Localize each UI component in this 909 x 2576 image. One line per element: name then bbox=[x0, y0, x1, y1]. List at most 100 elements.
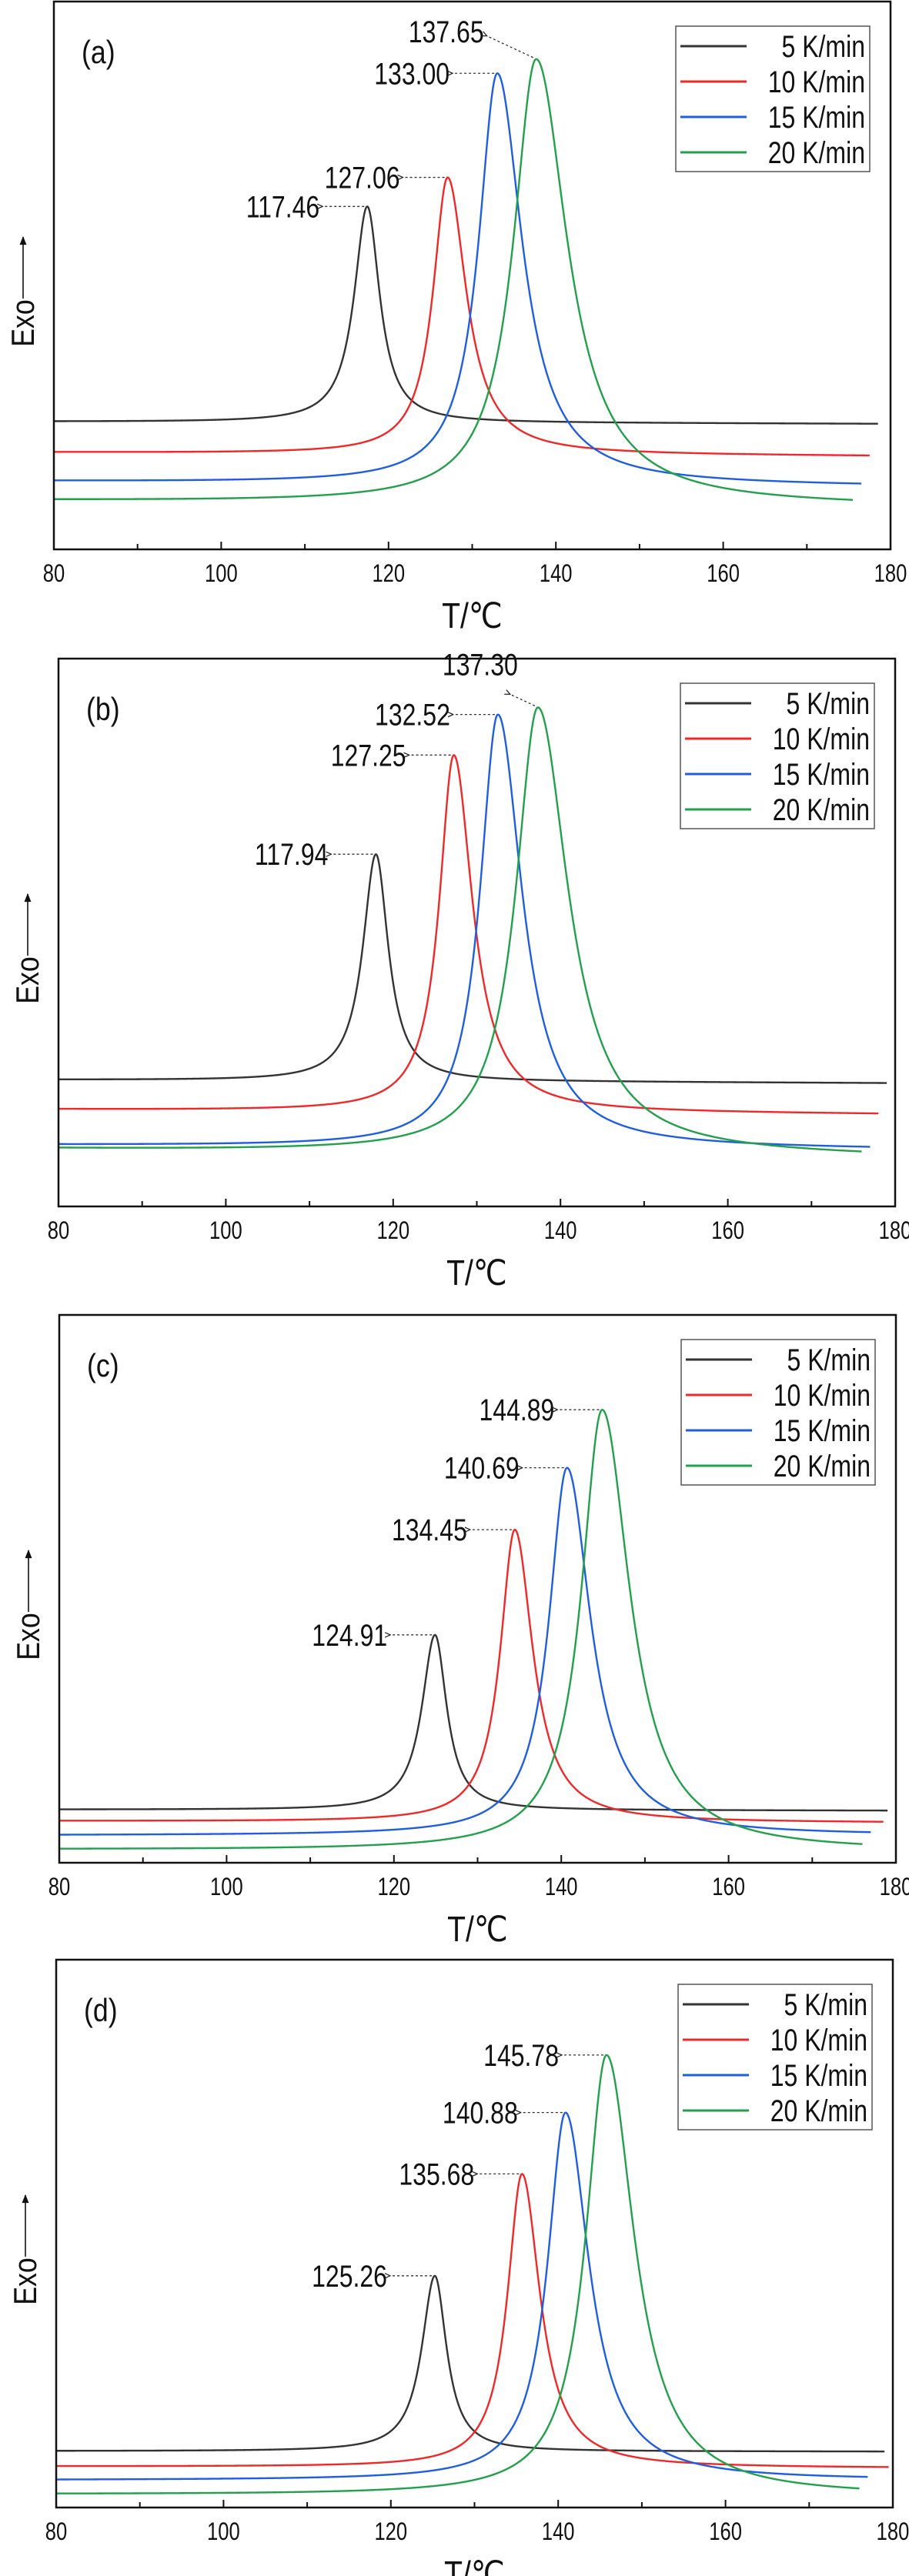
peak-label-wrap: 127.25 bbox=[331, 738, 406, 772]
y-axis-title: Exo bbox=[11, 1613, 46, 1660]
x-tick-label: 120 bbox=[377, 1874, 410, 1900]
legend-entry: 20 K/min bbox=[768, 135, 865, 170]
peak-label-wrap: 137.65 bbox=[409, 14, 484, 48]
peak-label: 127.25 bbox=[331, 738, 406, 772]
x-tick-label-wrap: 140 bbox=[544, 1217, 577, 1244]
peak-label: 117.46 bbox=[246, 189, 319, 224]
legend-entry-wrap: 5 K/min bbox=[787, 686, 870, 721]
peak-label-wrap: 144.89 bbox=[479, 1393, 554, 1427]
x-tick-label: 140 bbox=[540, 560, 573, 587]
x-tick-label-wrap: 180 bbox=[874, 560, 907, 587]
panel-label-wrap: (a) bbox=[82, 35, 115, 70]
x-tick-label: 160 bbox=[711, 1217, 744, 1244]
panel-d: 125.26 135.68 140.88 145.78 80 100 120 140 160 18… bbox=[8, 1958, 909, 2576]
legend-entry-wrap: 10 K/min bbox=[770, 2023, 867, 2057]
x-tick-label: 80 bbox=[45, 2518, 67, 2545]
x-tick-label-wrap: 160 bbox=[707, 560, 740, 587]
legend-entry: 15 K/min bbox=[773, 757, 870, 792]
x-tick-label: 160 bbox=[712, 1874, 745, 1900]
legend-entry-wrap: 5 K/min bbox=[782, 29, 865, 64]
x-tick-label: 180 bbox=[874, 560, 907, 587]
legend-entry: 15 K/min bbox=[768, 100, 865, 135]
curve-20-K-min bbox=[53, 58, 854, 501]
legend-entry: 20 K/min bbox=[774, 1449, 871, 1483]
legend-entry-wrap: 20 K/min bbox=[768, 135, 865, 170]
legend-entry: 15 K/min bbox=[774, 1413, 871, 1448]
peak-label-wrap: 140.88 bbox=[443, 2095, 518, 2130]
curve-15-K-min bbox=[58, 713, 871, 1148]
legend-entry-wrap: 5 K/min bbox=[787, 1343, 871, 1377]
x-tick-label-wrap: 80 bbox=[43, 560, 65, 587]
x-tick-label-wrap: 180 bbox=[877, 2518, 909, 2545]
x-axis-title: T/℃ bbox=[442, 596, 503, 636]
peak-label-wrap: 133.00 bbox=[374, 56, 449, 91]
curve-10-K-min bbox=[53, 176, 870, 457]
x-tick-label-wrap: 120 bbox=[376, 1217, 409, 1244]
legend-entry-wrap: 5 K/min bbox=[784, 1987, 867, 2022]
x-tick-label-wrap: 140 bbox=[540, 560, 573, 587]
peak-label: 145.78 bbox=[483, 2037, 559, 2072]
peak-label: 124.91 bbox=[312, 1617, 387, 1652]
legend-entry: 10 K/min bbox=[773, 722, 870, 756]
x-tick-label: 100 bbox=[210, 1874, 243, 1900]
peak-label: 137.65 bbox=[409, 14, 484, 48]
legend-entry: 20 K/min bbox=[773, 792, 870, 827]
panel-label: (a) bbox=[82, 35, 115, 70]
x-axis-title: T/℃ bbox=[446, 1253, 507, 1293]
x-tick-label-wrap: 100 bbox=[207, 2518, 240, 2545]
peak-label: 144.89 bbox=[479, 1393, 554, 1427]
peak-label: 132.52 bbox=[375, 697, 450, 732]
peak-label: 135.68 bbox=[399, 2157, 474, 2191]
curve-5-K-min bbox=[53, 205, 878, 425]
curve-5-K-min bbox=[58, 1633, 888, 1812]
curve-20-K-min bbox=[55, 2054, 860, 2494]
peak-label-wrap: 125.26 bbox=[312, 2258, 387, 2293]
peak-label-wrap: 117.94 bbox=[255, 837, 328, 872]
peak-label-wrap: 137.30 bbox=[443, 647, 518, 682]
panel-label-wrap: (b) bbox=[86, 692, 120, 727]
x-tick-label: 160 bbox=[709, 2518, 742, 2545]
legend-entry-wrap: 20 K/min bbox=[774, 1449, 871, 1483]
peak-label: 140.69 bbox=[444, 1450, 520, 1485]
x-tick-label-wrap: 80 bbox=[48, 1217, 69, 1244]
panel-b: 117.94 127.25 132.52 137.30 80 100 120 140 160 18… bbox=[10, 647, 909, 1293]
peak-label-wrap: 117.46 bbox=[246, 189, 319, 224]
x-tick-label: 80 bbox=[48, 1217, 69, 1244]
legend-entry: 20 K/min bbox=[770, 2094, 867, 2128]
x-tick-label: 80 bbox=[43, 560, 65, 587]
peak-label: 117.94 bbox=[255, 837, 328, 872]
x-tick-label-wrap: 80 bbox=[45, 2518, 67, 2545]
x-tick-label-wrap: 120 bbox=[374, 2518, 407, 2545]
legend-box bbox=[675, 25, 871, 172]
x-tick-label: 120 bbox=[374, 2518, 407, 2545]
x-axis-title-wrap: T/℃ bbox=[446, 1253, 507, 1293]
curve-10-K-min bbox=[58, 754, 879, 1115]
x-tick-label-wrap: 100 bbox=[210, 1874, 243, 1900]
peak-label: 125.26 bbox=[312, 2258, 387, 2293]
curve-15-K-min bbox=[53, 72, 862, 485]
legend-entry-wrap: 20 K/min bbox=[770, 2094, 867, 2128]
legend-entry: 10 K/min bbox=[770, 2023, 867, 2057]
x-tick-label-wrap: 180 bbox=[880, 1874, 909, 1900]
x-tick-label: 140 bbox=[545, 1874, 578, 1900]
legend-entry: 5 K/min bbox=[787, 1343, 871, 1377]
x-tick-label: 120 bbox=[372, 560, 405, 587]
curve-20-K-min bbox=[58, 706, 862, 1153]
peak-label: 127.06 bbox=[325, 160, 400, 195]
legend-entry-wrap: 10 K/min bbox=[768, 65, 865, 99]
peak-label-wrap: 134.45 bbox=[392, 1513, 467, 1547]
curve-10-K-min bbox=[55, 2173, 889, 2468]
peak-label-wrap: 145.78 bbox=[483, 2037, 559, 2072]
legend-entry-wrap: 20 K/min bbox=[773, 792, 870, 827]
legend-entry-wrap: 15 K/min bbox=[770, 2058, 867, 2093]
y-axis-title: Exo bbox=[5, 299, 41, 347]
peak-label: 133.00 bbox=[374, 56, 449, 91]
x-tick-label-wrap: 120 bbox=[377, 1874, 410, 1900]
x-tick-label: 140 bbox=[544, 1217, 577, 1244]
x-tick-label: 180 bbox=[877, 2518, 909, 2545]
